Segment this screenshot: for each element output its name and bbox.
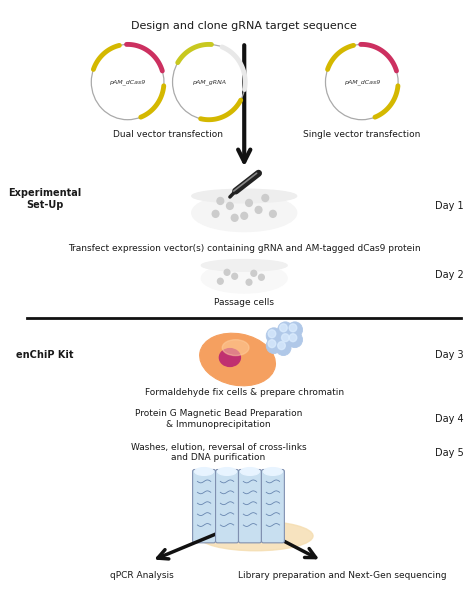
Circle shape: [280, 332, 295, 348]
Circle shape: [289, 333, 297, 341]
Circle shape: [218, 278, 223, 284]
Circle shape: [280, 324, 287, 332]
Ellipse shape: [222, 340, 249, 356]
Ellipse shape: [201, 264, 287, 293]
Text: Library preparation and Next-Gen sequencing: Library preparation and Next-Gen sequenc…: [238, 571, 447, 580]
Ellipse shape: [219, 349, 240, 367]
Circle shape: [259, 274, 264, 280]
Circle shape: [262, 194, 269, 202]
Circle shape: [287, 322, 302, 338]
Circle shape: [266, 328, 282, 344]
Text: Day 2: Day 2: [435, 270, 464, 280]
Circle shape: [212, 210, 219, 218]
FancyBboxPatch shape: [192, 470, 216, 543]
FancyBboxPatch shape: [216, 470, 238, 543]
Text: Day 1: Day 1: [436, 201, 464, 211]
Circle shape: [268, 330, 276, 338]
Text: pAM_gRNA: pAM_gRNA: [192, 79, 226, 85]
Ellipse shape: [191, 189, 297, 203]
Circle shape: [224, 269, 230, 275]
Circle shape: [227, 202, 233, 210]
Circle shape: [251, 270, 256, 276]
Ellipse shape: [191, 194, 297, 232]
Text: enChiP Kit: enChiP Kit: [16, 349, 73, 360]
Circle shape: [241, 212, 247, 219]
Ellipse shape: [240, 468, 260, 476]
Text: qPCR Analysis: qPCR Analysis: [110, 571, 174, 580]
Circle shape: [326, 44, 398, 120]
Text: Day 3: Day 3: [436, 349, 464, 360]
Text: Transfect expression vector(s) containing gRNA and AM-tagged dCas9 protein: Transfect expression vector(s) containin…: [68, 244, 420, 253]
FancyBboxPatch shape: [262, 470, 284, 543]
Ellipse shape: [198, 521, 313, 550]
Circle shape: [173, 44, 245, 120]
Ellipse shape: [218, 468, 237, 476]
Circle shape: [276, 340, 291, 356]
Text: Design and clone gRNA target sequence: Design and clone gRNA target sequence: [131, 21, 357, 31]
Ellipse shape: [201, 259, 287, 272]
Text: Protein G Magnetic Bead Preparation
& Immunoprecipitation: Protein G Magnetic Bead Preparation & Im…: [135, 409, 302, 428]
Text: pAM_dCas9: pAM_dCas9: [109, 79, 146, 85]
Circle shape: [231, 215, 238, 221]
Circle shape: [255, 207, 262, 213]
Circle shape: [266, 338, 282, 354]
Text: Single vector transfection: Single vector transfection: [303, 129, 420, 139]
Circle shape: [278, 341, 285, 349]
Circle shape: [246, 280, 252, 285]
Text: Day 4: Day 4: [436, 414, 464, 424]
Ellipse shape: [194, 468, 214, 476]
Text: Passage cells: Passage cells: [214, 297, 274, 306]
Text: Experimental
Set-Up: Experimental Set-Up: [8, 188, 81, 210]
Circle shape: [289, 324, 297, 332]
Circle shape: [287, 332, 302, 348]
FancyBboxPatch shape: [238, 470, 262, 543]
Circle shape: [270, 210, 276, 218]
Circle shape: [282, 333, 289, 341]
Ellipse shape: [200, 333, 275, 386]
Circle shape: [232, 273, 237, 280]
Text: Day 5: Day 5: [435, 447, 464, 458]
Ellipse shape: [264, 468, 283, 476]
Circle shape: [91, 44, 164, 120]
Circle shape: [217, 197, 224, 204]
Circle shape: [246, 199, 252, 207]
Circle shape: [278, 322, 293, 338]
Text: Dual vector transfection: Dual vector transfection: [113, 129, 223, 139]
Circle shape: [268, 340, 276, 348]
Text: Washes, elution, reversal of cross-links
and DNA purification: Washes, elution, reversal of cross-links…: [131, 443, 306, 462]
Text: pAM_dCas9: pAM_dCas9: [344, 79, 380, 85]
Text: Formaldehyde fix cells & prepare chromatin: Formaldehyde fix cells & prepare chromat…: [145, 387, 344, 397]
